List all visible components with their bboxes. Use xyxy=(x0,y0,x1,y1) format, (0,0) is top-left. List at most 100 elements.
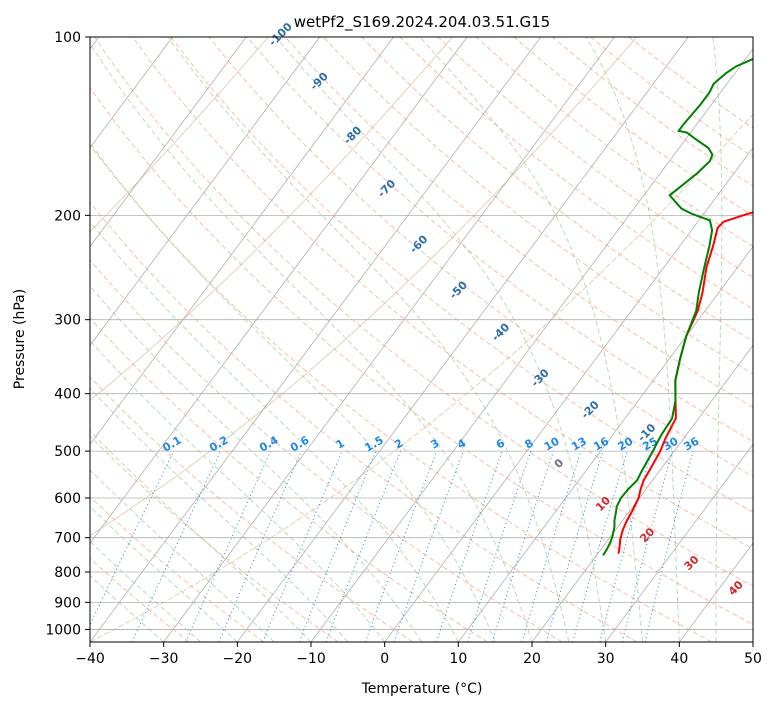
grid-lines xyxy=(90,37,753,642)
moist-adiabat xyxy=(419,37,643,642)
isotherm-label: -90 xyxy=(308,70,331,93)
mixing-ratio-label: 8 xyxy=(522,437,535,452)
moist-adiabat xyxy=(585,37,680,642)
moist-adiabat xyxy=(90,340,386,642)
moist-adiabat xyxy=(90,505,238,642)
mixing-ratio-line xyxy=(218,450,302,642)
dry-adiabat xyxy=(132,37,753,550)
reference-curve xyxy=(90,37,453,402)
x-tick-label: −20 xyxy=(223,651,253,667)
mixing-ratio-label: 3 xyxy=(428,437,441,452)
x-tick-label: 30 xyxy=(597,651,615,667)
moist-adiabat xyxy=(90,220,459,642)
y-tick-label: 900 xyxy=(54,595,81,611)
isotherm-line xyxy=(237,37,689,642)
moist-adiabat xyxy=(712,37,723,642)
reference-curve xyxy=(90,37,269,233)
dry-adiabat xyxy=(90,259,563,642)
mixing-ratio-line xyxy=(364,450,438,642)
dry-adiabat xyxy=(552,37,753,187)
isotherm-label: -20 xyxy=(579,398,602,421)
mixing-ratio-label: 20 xyxy=(616,434,636,453)
x-tick-label: 10 xyxy=(449,651,467,667)
moist-adiabat xyxy=(752,616,753,642)
moist-adiabat xyxy=(90,540,201,642)
isotherm-line xyxy=(679,542,753,642)
x-tick-label: −40 xyxy=(75,651,105,667)
dry-adiabat xyxy=(90,144,712,642)
dry-adiabat xyxy=(90,317,488,642)
temperature-line xyxy=(617,211,753,554)
moist-adiabat xyxy=(167,37,570,642)
y-tick-label: 800 xyxy=(54,565,81,581)
y-tick-label: 500 xyxy=(54,444,81,460)
x-tick-label: 0 xyxy=(380,651,389,667)
mixing-ratio-line xyxy=(491,450,554,642)
mixing-ratio-line xyxy=(572,450,628,642)
isotherm-line xyxy=(90,37,542,642)
isotherm-line xyxy=(531,344,753,642)
isotherm-line xyxy=(90,37,321,347)
x-tick-label: −10 xyxy=(296,651,326,667)
isotherm-line xyxy=(90,37,247,248)
dry-adiabat xyxy=(323,37,753,375)
x-axis-label: Temperature (°C) xyxy=(361,681,483,697)
x-tick-label: 50 xyxy=(744,651,762,667)
dry-adiabat xyxy=(246,37,753,443)
mixing-ratio-line xyxy=(545,450,604,642)
dry-adiabat xyxy=(90,201,638,642)
moist-adiabat xyxy=(90,469,275,642)
moist-adiabat xyxy=(90,42,533,642)
mixing-ratio-label: 4 xyxy=(455,436,468,451)
isotherm-line xyxy=(90,37,468,544)
dry-adiabat xyxy=(208,37,753,477)
dewpoint-line xyxy=(602,57,753,556)
plot-frame xyxy=(89,36,754,643)
moist-adiabat-label: 20 xyxy=(637,525,657,545)
mixing-ratio-label: 10 xyxy=(542,434,562,453)
y-tick-label: 200 xyxy=(54,208,81,224)
isotherm-label: -50 xyxy=(447,278,470,301)
mixing-ratio-line xyxy=(467,450,532,642)
mixing-ratio-line xyxy=(262,450,343,642)
isotherm-labels: -100-90-80-70-60-50-40-30-20-10 xyxy=(266,20,658,444)
reference-curve xyxy=(90,113,753,642)
background-lines xyxy=(90,37,753,642)
profile-series xyxy=(602,57,753,556)
mixing-ratio-label: 16 xyxy=(591,434,611,453)
reference-curve xyxy=(90,37,637,537)
x-tick-label: 20 xyxy=(523,651,541,667)
moist-adiabat-label: 10 xyxy=(593,494,613,514)
mixing-ratio-line xyxy=(435,450,503,642)
isotherm-label: -70 xyxy=(375,177,398,200)
isotherm-label: -40 xyxy=(489,320,512,343)
isotherm-line xyxy=(458,245,753,642)
mixing-ratio-line xyxy=(393,450,464,642)
isotherm-line xyxy=(384,147,753,642)
mixing-ratio-label: 6 xyxy=(494,436,507,451)
x-tick-label: 40 xyxy=(670,651,688,667)
moist-adiabat xyxy=(90,285,422,642)
mixing-ratio-line xyxy=(325,450,402,642)
isotherm-line xyxy=(163,37,615,642)
moist-adiabat-label: 30 xyxy=(682,553,702,573)
isotherm-line xyxy=(310,48,753,642)
dry-adiabat xyxy=(90,495,264,642)
isotherm-line xyxy=(90,37,173,149)
x-tick-label: −30 xyxy=(149,651,179,667)
mixing-ratio-label: 13 xyxy=(569,435,589,454)
chart-title: wetPf2_S169.2024.204.03.51.G15 xyxy=(294,13,550,32)
dry-adiabat xyxy=(513,37,753,217)
mixing-ratio-line xyxy=(521,450,582,642)
isotherm-line xyxy=(752,641,753,642)
mixing-ratio-line xyxy=(298,450,377,642)
moist-adiabat xyxy=(90,387,349,642)
y-tick-label: 600 xyxy=(54,491,81,507)
mixing-ratio-line xyxy=(90,450,175,626)
moist-adiabat xyxy=(275,37,607,642)
mixing-ratio-label: 1 xyxy=(334,437,347,452)
y-axis-label: Pressure (hPa) xyxy=(12,289,28,389)
mixing-ratio-line xyxy=(131,450,222,642)
isotherm-label: -60 xyxy=(407,232,430,255)
